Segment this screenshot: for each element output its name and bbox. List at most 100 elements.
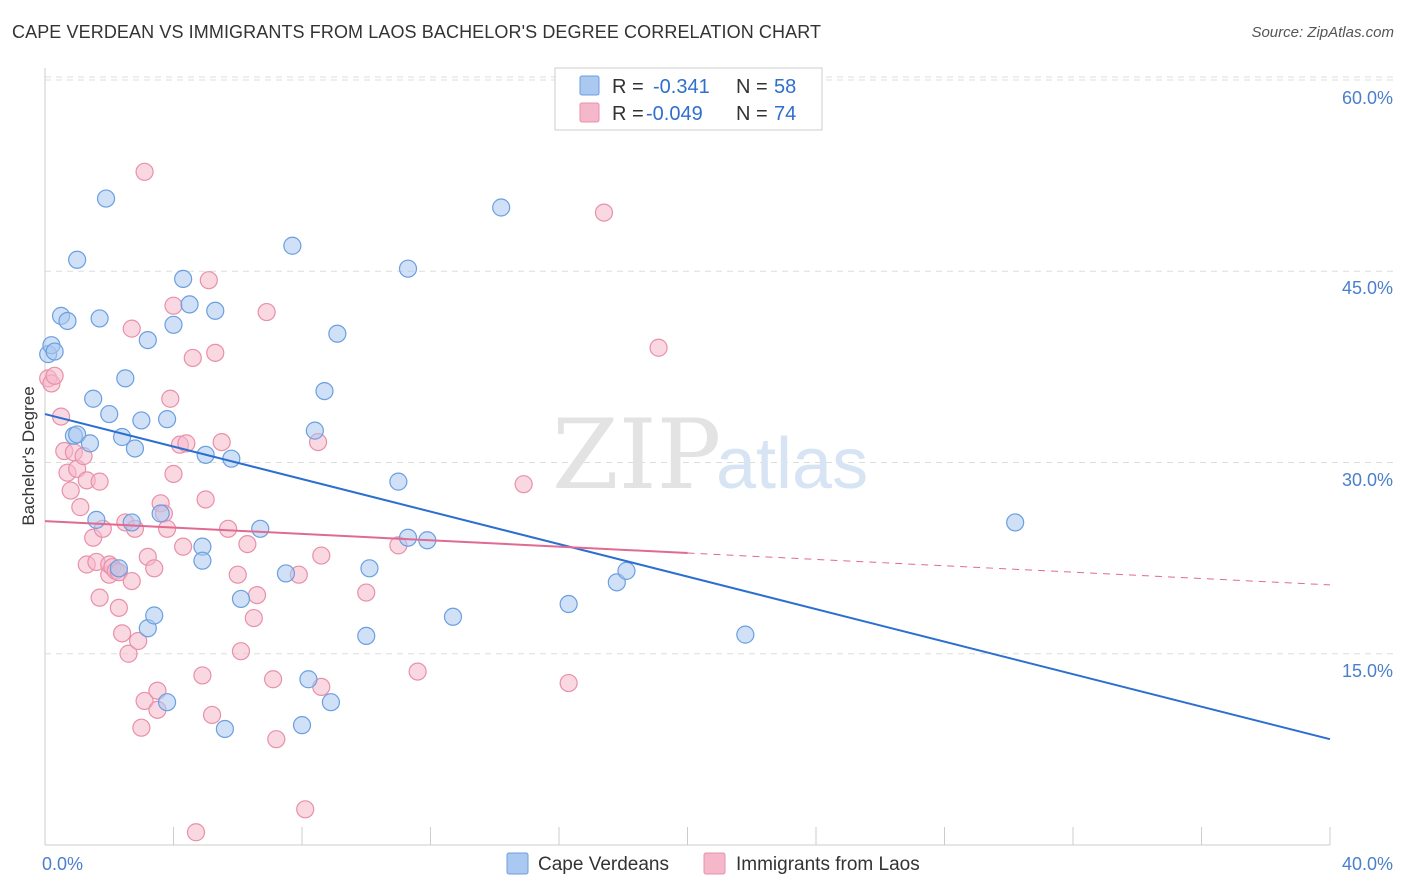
cape-verdean-point (276, 564, 296, 583)
laos-point (514, 475, 533, 494)
laos-point (649, 338, 668, 357)
cape-verdean-point (299, 670, 318, 689)
laos-point (244, 608, 263, 628)
cape-verdean-point (138, 331, 157, 350)
watermark-zip: ZIP (552, 399, 721, 511)
laos-point (238, 534, 257, 554)
y-tick-label: 30.0% (1342, 470, 1393, 490)
laos-point (145, 559, 164, 578)
laos-point (594, 203, 614, 222)
cape-verdean-point (398, 528, 418, 547)
cape-verdean-point (292, 716, 312, 735)
cape-verdean-point (389, 472, 408, 491)
laos-point (228, 565, 247, 584)
laos-point (90, 472, 109, 491)
cape-verdean-point (305, 421, 324, 440)
laos-point (206, 343, 225, 362)
laos-point (219, 519, 238, 538)
laos-point (263, 670, 283, 689)
cape-verdean-point (736, 625, 755, 644)
laos-point (122, 571, 141, 591)
cape-verdean-point (125, 439, 145, 458)
cape-verdean-point (357, 626, 376, 646)
laos-point (164, 464, 183, 484)
laos-point (161, 389, 180, 408)
cape-verdean-point (151, 504, 170, 523)
legend-swatch-cape-verdeans (579, 75, 600, 96)
laos-point (312, 546, 331, 565)
legend-n-value: 58 (774, 76, 796, 98)
cape-verdean-point (132, 411, 151, 430)
laos-point (202, 705, 222, 725)
cape-verdean-point (492, 198, 511, 217)
cape-verdean-point (321, 693, 341, 712)
cape-verdean-point (145, 606, 164, 625)
cape-verdean-point (206, 301, 225, 320)
laos-point (129, 631, 148, 651)
laos-point (135, 162, 154, 181)
watermark: ZIP atlas (552, 399, 868, 511)
x-tick-label: 0.0% (42, 854, 83, 874)
laos-point (112, 624, 132, 643)
trend-lines (44, 413, 1331, 741)
laos-point (90, 588, 109, 607)
cape-verdean-point (215, 719, 234, 739)
laos-point (247, 585, 267, 605)
cape-verdean-point (157, 693, 177, 712)
axes (44, 68, 1331, 846)
laos-point (71, 498, 90, 517)
cape-verdean-point (100, 404, 119, 424)
cape-verdean-point (443, 607, 463, 626)
source-credit: Source: ZipAtlas.com (1251, 24, 1394, 41)
cape-verdean-point (87, 510, 106, 529)
cape-verdean-point (193, 551, 212, 570)
cape-verdean-point (157, 410, 177, 429)
laos-point (132, 718, 151, 737)
legend-r-label: R = (612, 103, 644, 125)
cape-verdean-points (39, 189, 1025, 739)
trend-line-solid (44, 413, 1331, 741)
cape-verdean-point (80, 434, 100, 453)
legend-n-value: 74 (774, 103, 796, 125)
cape-verdean-point (109, 559, 128, 578)
laos-point (186, 823, 206, 842)
laos-point (296, 800, 315, 819)
laos-point (177, 434, 196, 453)
bottom-legend-swatch-cape-verdeans (506, 852, 529, 875)
legend: R = -0.341 N = 58 R = -0.049 N = 74 (554, 67, 823, 131)
cape-verdean-point (58, 311, 77, 331)
cape-verdean-point (251, 519, 270, 538)
laos-point (135, 691, 154, 711)
laos-point (257, 302, 276, 322)
cape-verdean-point (68, 425, 87, 444)
laos-point (267, 730, 286, 749)
cape-verdean-point (180, 295, 199, 314)
y-tick-label: 15.0% (1342, 661, 1393, 681)
cape-verdean-point (116, 369, 135, 388)
laos-points (39, 162, 668, 842)
bottom-legend-label: Immigrants from Laos (736, 854, 920, 875)
laos-point (109, 598, 128, 617)
bottom-legend-label: Cape Verdeans (538, 854, 669, 875)
cape-verdean-point (559, 594, 578, 614)
cape-verdean-point (174, 269, 193, 288)
laos-point (408, 662, 427, 681)
laos-point (183, 348, 202, 368)
cape-verdean-point (231, 589, 251, 609)
laos-point (196, 490, 215, 509)
legend-r-label: R = (612, 76, 644, 98)
cape-verdean-point (96, 189, 116, 208)
laos-point (122, 319, 141, 338)
cape-verdean-point (398, 259, 418, 278)
x-tick-label: 40.0% (1342, 854, 1393, 874)
laos-point (559, 673, 578, 693)
laos-point (231, 642, 251, 661)
laos-point (45, 366, 64, 385)
cape-verdean-point (328, 324, 347, 343)
cape-verdean-point (45, 342, 64, 361)
cape-verdean-point (617, 561, 636, 580)
laos-point (61, 481, 80, 500)
legend-n-label: N = (736, 76, 768, 98)
laos-point (157, 519, 177, 538)
cape-verdean-point (1006, 513, 1025, 532)
